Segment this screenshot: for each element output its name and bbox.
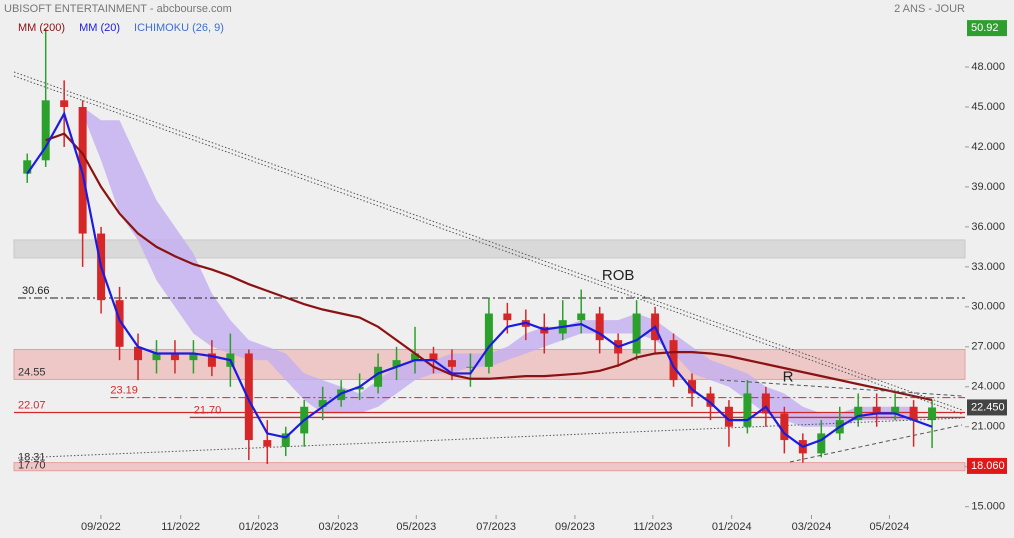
- y-tick-label: 33.000: [971, 261, 1005, 273]
- candle-body: [318, 400, 327, 407]
- y-tick-label: 27.000: [971, 341, 1005, 353]
- candle-body: [817, 433, 826, 454]
- candle-body: [115, 300, 124, 347]
- price-tag: [967, 20, 1007, 37]
- candle-body: [466, 366, 475, 368]
- candle-body: [134, 346, 143, 361]
- candle-body: [669, 340, 678, 381]
- y-tick-label: 45.000: [971, 101, 1005, 113]
- candle-body: [207, 353, 216, 367]
- candle-body: [23, 160, 32, 174]
- candle-body: [374, 366, 383, 387]
- x-tick-label: 11/2022: [161, 521, 200, 533]
- candle-body: [263, 440, 272, 447]
- price-tag-label: 50.92: [971, 22, 999, 34]
- y-tick-label: 21.000: [971, 421, 1005, 433]
- chart-subtitle: 2 ANS - JOUR: [894, 3, 965, 15]
- candle-body: [761, 393, 770, 414]
- level-label: 21.70: [194, 404, 222, 416]
- annotation: R: [783, 368, 794, 385]
- candle-body: [60, 100, 69, 107]
- candle-body: [244, 353, 253, 441]
- candle-body: [891, 406, 900, 414]
- zone: [13, 239, 966, 259]
- legend-entry: MM (200): [18, 22, 65, 34]
- candle-body: [152, 353, 161, 361]
- trend-line: [789, 424, 963, 463]
- x-tick-label: 07/2023: [476, 521, 516, 533]
- candle-body: [503, 313, 512, 321]
- candle-body: [632, 313, 641, 354]
- candle-body: [429, 353, 438, 361]
- trend-line: [719, 379, 963, 397]
- x-tick-label: 03/2023: [319, 521, 359, 533]
- x-tick-label: 01/2023: [239, 521, 279, 533]
- legend-entry: ICHIMOKU (26, 9): [134, 22, 224, 34]
- candle-body: [355, 386, 364, 390]
- level-label: 23.19: [110, 384, 138, 396]
- candle-body: [447, 360, 456, 367]
- zone-label: 17.70: [18, 460, 46, 472]
- x-tick-label: 05/2023: [396, 521, 436, 533]
- price-tag-label: 18.060: [971, 460, 1005, 472]
- y-tick-label: 39.000: [971, 181, 1005, 193]
- candle-body: [743, 393, 752, 427]
- price-tag-label: 22.450: [971, 401, 1005, 413]
- level-label: 30.66: [22, 285, 50, 297]
- zone-label: 24.55: [18, 366, 46, 378]
- y-tick-label: 24.000: [971, 381, 1005, 393]
- annotation: ROB: [602, 267, 635, 284]
- y-tick-label: 30.000: [971, 301, 1005, 313]
- candle-body: [170, 353, 179, 361]
- candle-body: [41, 100, 50, 161]
- moving-average: [45, 132, 933, 402]
- candle-body: [577, 313, 586, 321]
- legend-entry: MM (20): [79, 22, 120, 34]
- y-tick-label: 15.000: [971, 501, 1005, 513]
- candle-body: [872, 406, 881, 414]
- candle-body: [189, 353, 198, 361]
- x-tick-label: 11/2023: [633, 521, 672, 533]
- candle-body: [411, 353, 420, 361]
- price-tag: [967, 457, 1007, 474]
- x-tick-label: 09/2023: [555, 521, 595, 533]
- candle-body: [281, 433, 290, 447]
- candle-body: [780, 413, 789, 441]
- candle-body: [595, 313, 604, 341]
- candle-body: [392, 360, 401, 367]
- y-tick-label: 48.000: [971, 61, 1005, 73]
- x-tick-label: 03/2024: [792, 521, 832, 533]
- candle-body: [854, 406, 863, 421]
- candle-body: [706, 393, 715, 407]
- y-tick-label: 42.000: [971, 141, 1005, 153]
- zone-label: 18.31: [18, 451, 46, 463]
- x-tick-label: 05/2024: [870, 521, 910, 533]
- x-tick-label: 01/2024: [712, 521, 752, 533]
- x-tick-label: 09/2022: [81, 521, 121, 533]
- ichimoku-cloud: [82, 106, 914, 427]
- candle-body: [484, 313, 493, 367]
- candle-body: [909, 406, 918, 421]
- chart-title: UBISOFT ENTERTAINMENT - abcbourse.com: [4, 3, 232, 15]
- candle-body: [928, 407, 937, 421]
- candle-body: [724, 406, 733, 427]
- level-label: 22.07: [18, 399, 46, 411]
- zone: [13, 462, 966, 472]
- price-tag: [967, 399, 1007, 416]
- y-tick-label: 36.000: [971, 221, 1005, 233]
- candle-body: [688, 380, 697, 394]
- moving-average: [26, 110, 933, 448]
